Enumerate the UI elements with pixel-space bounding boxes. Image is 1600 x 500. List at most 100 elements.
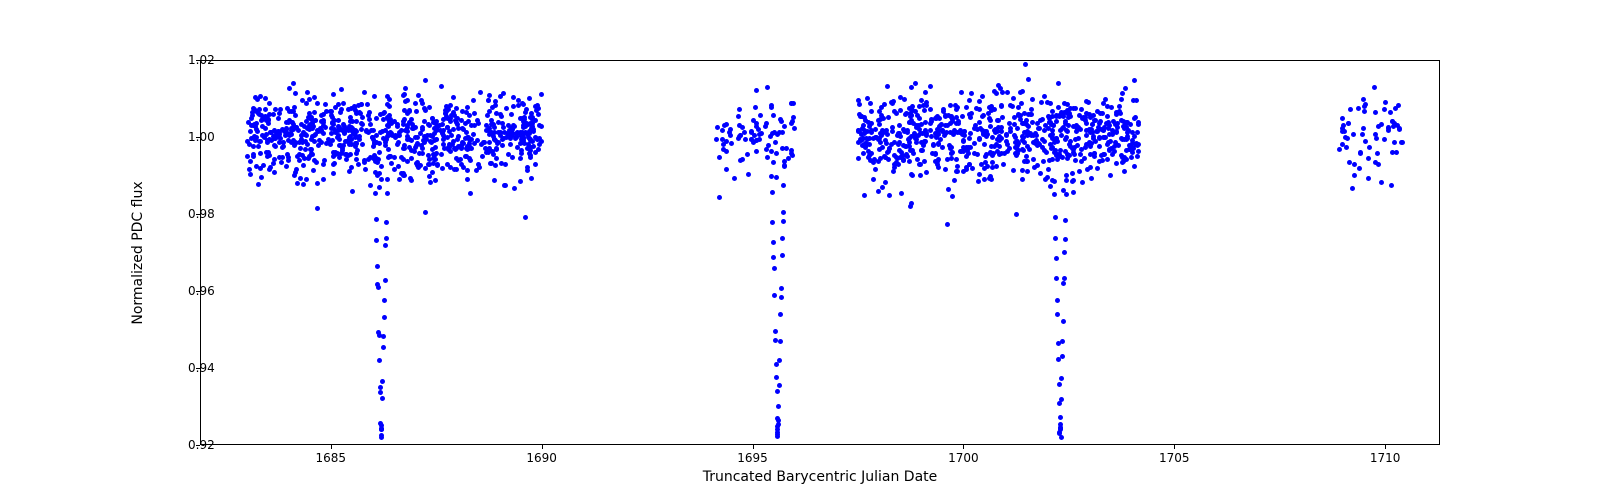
data-point (924, 170, 929, 175)
data-point (774, 175, 779, 180)
data-point (903, 112, 908, 117)
data-point (315, 101, 320, 106)
data-point (980, 94, 985, 99)
data-point (1042, 139, 1047, 144)
data-point (1383, 100, 1388, 105)
data-point (1089, 176, 1094, 181)
data-point (399, 128, 404, 133)
data-point (388, 154, 393, 159)
data-point (993, 130, 998, 135)
data-point (1026, 77, 1031, 82)
data-point (1109, 105, 1114, 110)
data-point (871, 177, 876, 182)
data-point (789, 101, 794, 106)
data-point (1001, 162, 1006, 167)
data-point (487, 126, 492, 131)
data-point (511, 104, 516, 109)
data-point (349, 165, 354, 170)
data-point (1023, 62, 1028, 67)
data-point (486, 98, 491, 103)
data-point (529, 176, 534, 181)
data-point (380, 396, 385, 401)
data-point (1071, 190, 1076, 195)
data-point (890, 129, 895, 134)
data-point (1112, 144, 1117, 149)
data-point (907, 159, 912, 164)
data-point (247, 142, 252, 147)
data-point (472, 111, 477, 116)
data-point (862, 193, 867, 198)
data-point (732, 176, 737, 181)
data-point (494, 156, 499, 161)
data-point (354, 151, 359, 156)
data-point (717, 195, 722, 200)
data-point (490, 105, 495, 110)
data-point (276, 116, 281, 121)
data-point (1020, 177, 1025, 182)
data-point (1029, 107, 1034, 112)
data-point (1005, 90, 1010, 95)
data-point (910, 108, 915, 113)
data-point (1077, 169, 1082, 174)
data-point (779, 295, 784, 300)
data-point (972, 141, 977, 146)
data-point (935, 114, 940, 119)
data-point (1367, 145, 1372, 150)
data-point (259, 118, 264, 123)
data-point (294, 167, 299, 172)
data-point (379, 177, 384, 182)
data-point (1070, 179, 1075, 184)
data-point (374, 116, 379, 121)
data-point (886, 115, 891, 120)
data-point (251, 106, 256, 111)
data-point (293, 91, 298, 96)
data-point (977, 137, 982, 142)
data-point (432, 138, 437, 143)
data-point (1122, 169, 1127, 174)
data-point (746, 172, 751, 177)
y-tick-label: 0.92 (188, 438, 190, 452)
data-point (380, 129, 385, 134)
data-point (1135, 154, 1140, 159)
data-point (487, 93, 492, 98)
data-point (430, 147, 435, 152)
data-point (1119, 153, 1124, 158)
data-point (386, 147, 391, 152)
data-point (346, 107, 351, 112)
data-point (781, 219, 786, 224)
data-point (533, 150, 538, 155)
data-point (414, 109, 419, 114)
data-point (945, 222, 950, 227)
data-point (374, 238, 379, 243)
data-point (385, 191, 390, 196)
data-point (432, 131, 437, 136)
data-point (1340, 129, 1345, 134)
data-point (427, 123, 432, 128)
data-point (1090, 122, 1095, 127)
data-point (401, 171, 406, 176)
data-point (1095, 166, 1100, 171)
data-point (997, 138, 1002, 143)
data-point (1366, 176, 1371, 181)
data-point (431, 156, 436, 161)
data-point (766, 143, 771, 148)
data-point (1363, 102, 1368, 107)
data-point (309, 147, 314, 152)
data-point (999, 103, 1004, 108)
data-point (777, 383, 782, 388)
data-point (781, 210, 786, 215)
data-point (1078, 127, 1083, 132)
data-point (892, 109, 897, 114)
data-point (1131, 98, 1136, 103)
data-point (1119, 97, 1124, 102)
data-point (448, 149, 453, 154)
data-point (423, 166, 428, 171)
x-tick-mark (542, 445, 543, 449)
data-point (443, 108, 448, 113)
data-point (882, 102, 887, 107)
data-point (1124, 148, 1129, 153)
data-point (479, 142, 484, 147)
data-point (1346, 121, 1351, 126)
data-point (1031, 157, 1036, 162)
data-point (465, 168, 470, 173)
